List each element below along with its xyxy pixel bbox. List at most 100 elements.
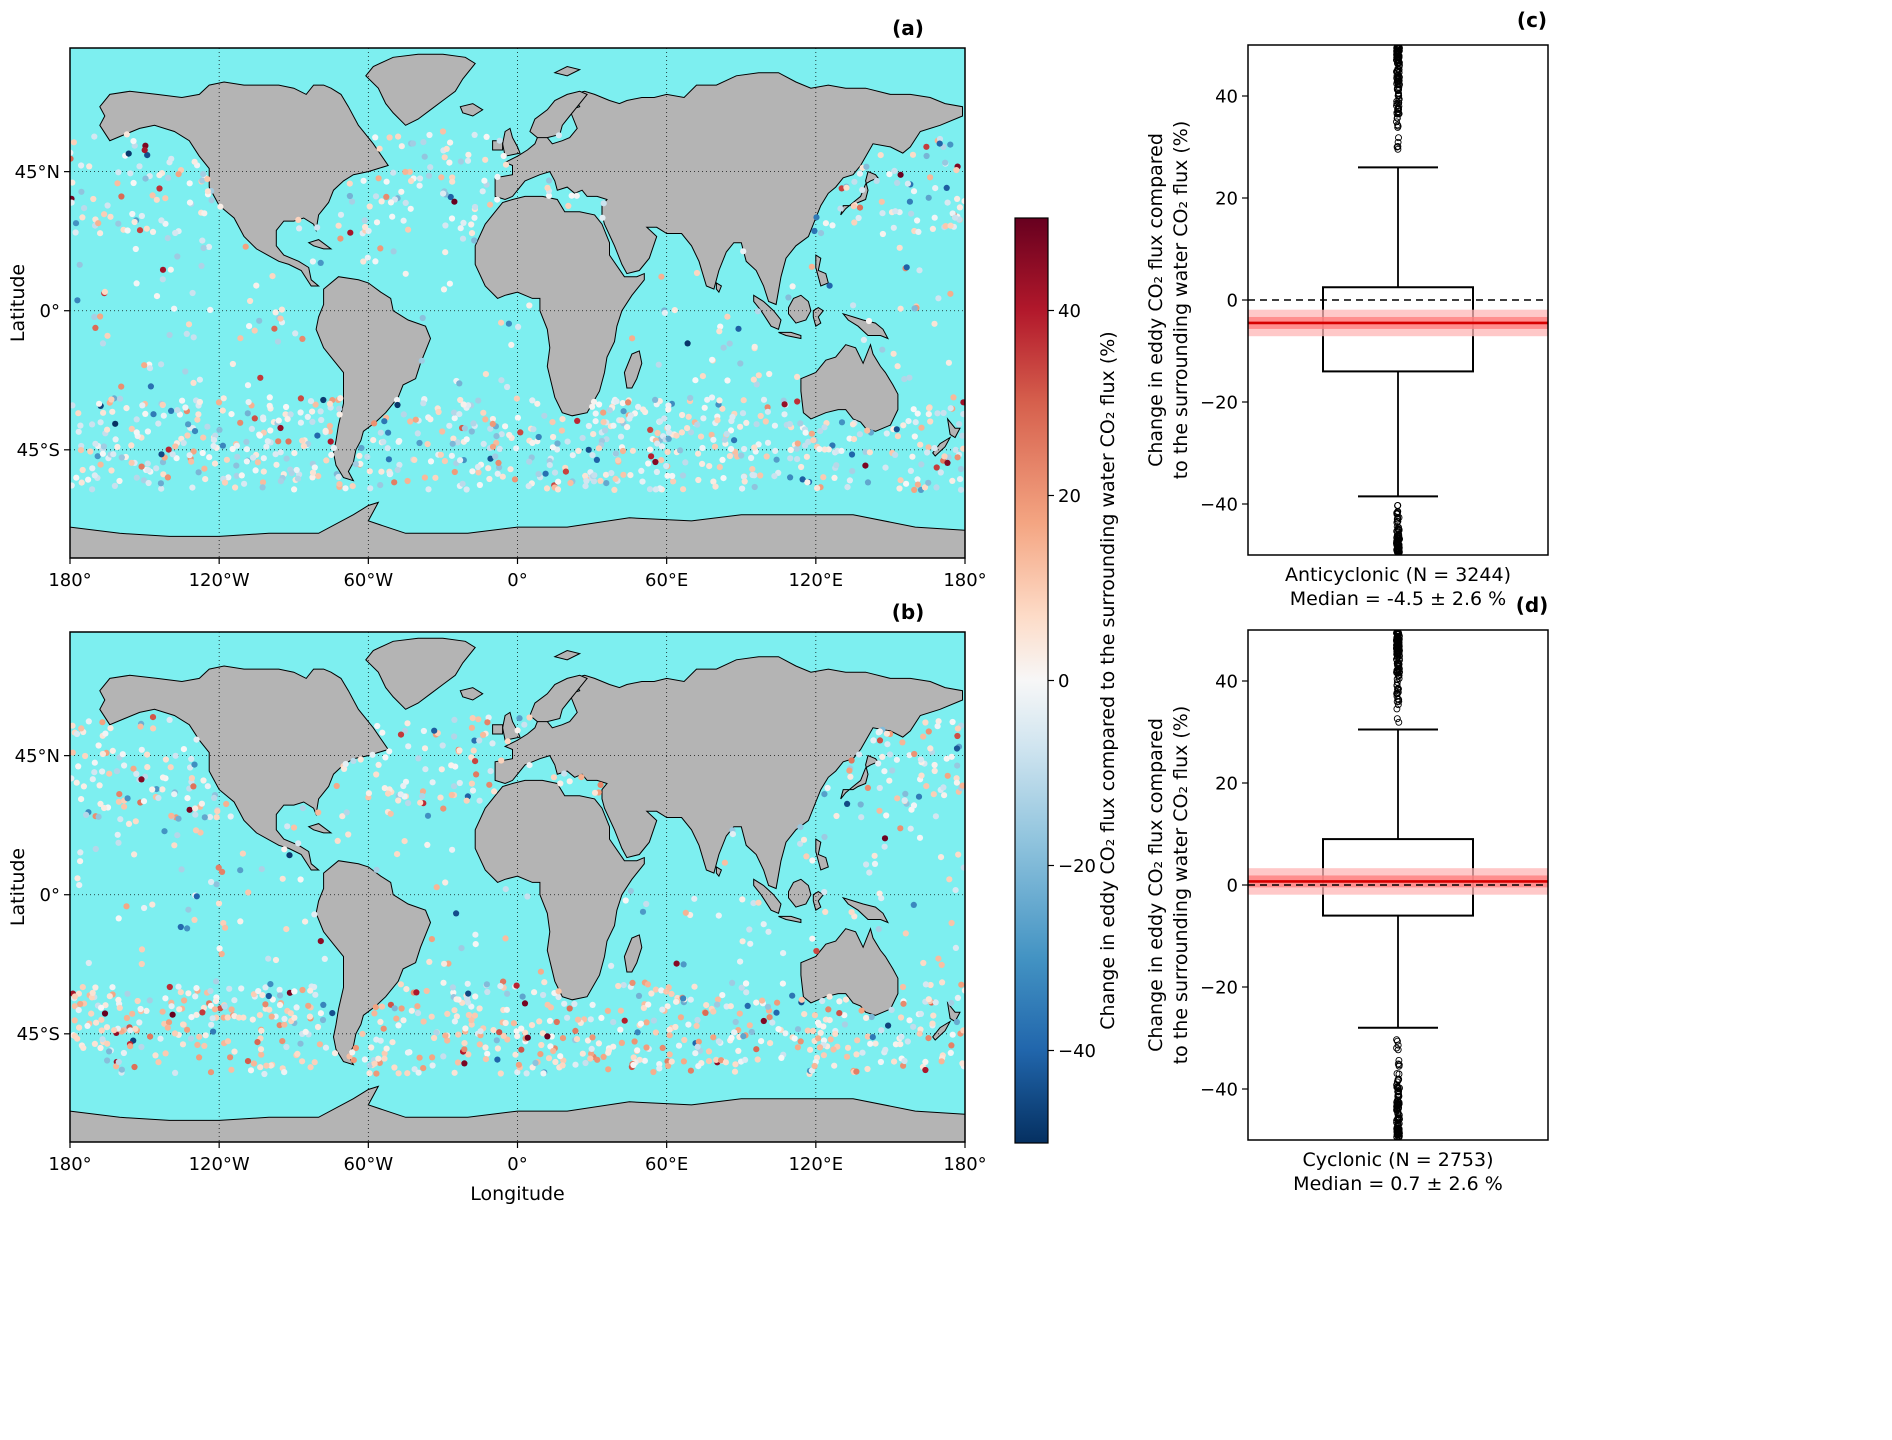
landmass-philippines (815, 254, 829, 287)
y-tick-label: 40 (1215, 671, 1238, 692)
landmass-greenland (365, 637, 476, 710)
boxplot-axes: 40 20 0 −20 −40 Change in eddy CO₂ flux compa… (1145, 86, 1248, 515)
x-tick-label: 0° (507, 570, 527, 591)
landmass-sumatra (753, 294, 782, 330)
map-axes: 180° 120°W 60°W 0° 60°E 120°E 180° 45°N 0° 45°S La… (7, 746, 987, 1205)
x-tick-label: 180° (943, 570, 986, 591)
landmass-scandinavia (529, 90, 588, 139)
x-tick-label: 0° (507, 1154, 527, 1175)
x-tick-label: 60°E (645, 570, 688, 591)
y-tick-label: 45°S (17, 1024, 60, 1045)
median-value-label: Median = -4.5 ± 2.6 % (1290, 588, 1507, 610)
panel-label-c: (c) (1517, 8, 1547, 32)
landmass-ireland (492, 724, 504, 735)
boxplot-panel-d: 40 20 0 −20 −40 Change in eddy CO₂ flux compa… (1145, 593, 1549, 1195)
landmass-java (778, 915, 802, 924)
y-tick-label: 45°N (15, 162, 60, 183)
landmass-iceland (459, 687, 484, 701)
landmass-south-america (315, 860, 432, 1066)
x-axis-title: Longitude (470, 1183, 565, 1205)
y-tick-label: −40 (1200, 1079, 1238, 1100)
panel-label-b: (b) (892, 600, 925, 624)
landmass-antarctica (70, 501, 965, 558)
y-tick-label: 45°N (15, 746, 60, 767)
landmass-antarctica (70, 1085, 965, 1142)
y-tick-label: 0 (1227, 875, 1238, 896)
landmass-scandinavia (529, 674, 588, 723)
landmass-north-america (99, 665, 389, 871)
landmass-new-guinea (841, 896, 889, 924)
y-tick-label: −20 (1200, 392, 1238, 413)
y-tick-label: 45°S (17, 440, 60, 461)
colorbar-gradient (1014, 217, 1049, 1144)
landmass-sri-lanka (715, 866, 723, 878)
land-masses (70, 637, 965, 1142)
landmass-sumatra (753, 878, 782, 914)
map-axes: 180° 120°W 60°W 0° 60°E 120°E 180° 45°N 0° 45°S La… (7, 162, 987, 591)
landmass-madagascar (623, 934, 643, 973)
panel-label-a: (a) (892, 16, 924, 40)
x-tick-label: 180° (48, 1154, 91, 1175)
boxplot-axes: 40 20 0 −20 −40 Change in eddy CO₂ flux compa… (1145, 671, 1248, 1100)
eddy-scatter-points (70, 714, 965, 1078)
x-tick-label: 120°E (788, 570, 843, 591)
x-tick-label: 120°W (189, 1154, 250, 1175)
landmass-svalbard (553, 649, 582, 661)
y-tick-label: 0° (40, 301, 60, 322)
map-content (70, 48, 965, 558)
landmass-australia (800, 343, 899, 432)
land-masses (70, 53, 965, 558)
landmass-new-zealand-south (932, 1020, 952, 1041)
landmass-north-america (99, 81, 389, 287)
landmass-japan (840, 754, 879, 800)
colorbar-tick-label: 0 (1058, 671, 1069, 692)
y-tick-label: 20 (1215, 188, 1238, 209)
y-axis-title-line2: to the surrounding water CO₂ flux (%) (1170, 706, 1192, 1065)
y-tick-label: −40 (1200, 494, 1238, 515)
median-value-label: Median = 0.7 ± 2.6 % (1293, 1173, 1503, 1195)
map-content (70, 632, 965, 1142)
colorbar-tick-label: 20 (1058, 486, 1081, 507)
colorbar-tick-label: −20 (1058, 856, 1096, 877)
colorbar-title: Change in eddy CO₂ flux compared to the … (1097, 331, 1119, 1029)
landmass-java (778, 331, 802, 340)
landmass-madagascar (623, 350, 643, 389)
colorbar-tick-label: 40 (1058, 301, 1081, 322)
landmass-new-zealand-north (946, 1001, 961, 1023)
boxplot-panel-c: 40 20 0 −20 −40 Change in eddy CO₂ flux compa… (1145, 8, 1549, 610)
landmass-sri-lanka (715, 282, 723, 294)
outlier-points (1393, 630, 1403, 1140)
landmass-svalbard (553, 65, 582, 77)
boxplot-content (1248, 630, 1548, 1140)
landmass-cuba (307, 239, 333, 250)
category-label: Anticyclonic (N = 3244) (1285, 564, 1511, 586)
landmass-new-zealand-south (932, 436, 952, 457)
landmass-philippines (815, 838, 829, 871)
y-axis-title-line1: Change in eddy CO₂ flux compared (1145, 718, 1167, 1052)
x-tick-label: 60°W (343, 1154, 393, 1175)
x-tick-label: 180° (943, 1154, 986, 1175)
x-tick-label: 60°E (645, 1154, 688, 1175)
y-axis-title-line2: to the surrounding water CO₂ flux (%) (1170, 121, 1192, 480)
landmass-iceland (459, 103, 484, 117)
landmass-africa (474, 195, 645, 417)
y-tick-label: 40 (1215, 86, 1238, 107)
landmass-new-zealand-north (946, 417, 961, 439)
landmass-new-guinea (841, 312, 889, 340)
category-label: Cyclonic (N = 2753) (1302, 1149, 1493, 1171)
y-axis-title: Latitude (7, 848, 29, 926)
x-tick-label: 120°E (788, 1154, 843, 1175)
x-tick-label: 60°W (343, 570, 393, 591)
landmass-cuba (307, 823, 333, 834)
y-axis-title: Latitude (7, 264, 29, 342)
y-tick-label: 20 (1215, 773, 1238, 794)
x-tick-label: 120°W (189, 570, 250, 591)
boxplot-content (1248, 45, 1548, 555)
panel-label-d: (d) (1516, 593, 1549, 617)
y-tick-label: −20 (1200, 977, 1238, 998)
eddy-scatter-points (70, 128, 965, 493)
y-tick-label: 0° (40, 885, 60, 906)
